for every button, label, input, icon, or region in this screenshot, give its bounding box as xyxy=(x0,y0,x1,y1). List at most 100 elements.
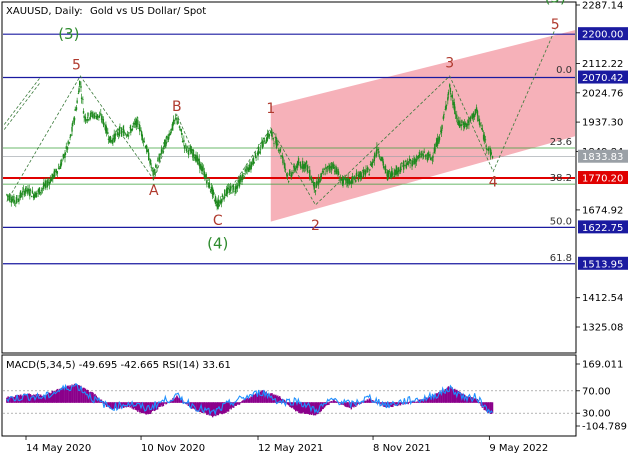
candle-body xyxy=(332,164,335,169)
candle-body xyxy=(300,164,302,169)
candle-body xyxy=(400,169,402,171)
candle-body xyxy=(246,166,248,170)
candle-body xyxy=(152,170,154,176)
macd-bar xyxy=(61,387,63,403)
candle-body xyxy=(148,152,150,161)
candle-body xyxy=(473,114,476,117)
candle-body xyxy=(13,195,15,204)
fib-label: 38.2 xyxy=(550,173,572,184)
time-tick-label: 9 May 2022 xyxy=(489,443,548,454)
candle-body xyxy=(268,134,271,136)
macd-bar xyxy=(85,390,87,403)
candle-body xyxy=(265,141,268,144)
candle-body xyxy=(146,146,148,153)
candle-body xyxy=(466,123,469,126)
macd-bar xyxy=(7,396,9,403)
candle-body xyxy=(310,177,313,181)
candle-body xyxy=(153,169,156,172)
candle-body xyxy=(94,112,96,114)
candle-body xyxy=(85,119,87,122)
candle-body xyxy=(484,139,487,141)
candle-body xyxy=(47,181,50,183)
macd-bar xyxy=(92,392,94,403)
candle-body xyxy=(100,113,102,115)
candle-body xyxy=(293,165,295,167)
candle-body xyxy=(204,174,206,179)
candle-body xyxy=(217,199,220,206)
macd-bar xyxy=(125,402,128,408)
candle-body xyxy=(476,109,478,114)
candle-body xyxy=(165,136,168,138)
candle-body xyxy=(284,169,287,171)
candle-body xyxy=(141,134,144,141)
candle-body xyxy=(382,161,384,166)
candle-body xyxy=(333,170,336,172)
candle-body xyxy=(18,198,20,202)
candle-body xyxy=(398,169,400,171)
candle-body xyxy=(474,109,476,115)
candle-body xyxy=(102,118,105,125)
macd-bar xyxy=(148,402,150,414)
candle-body xyxy=(351,176,354,179)
macd-bar xyxy=(318,402,320,413)
candle-body xyxy=(40,189,43,191)
macd-bar xyxy=(174,397,177,403)
macd-bar xyxy=(432,394,434,403)
fibonacci-group: 0.0 23.6 38.2 50.0 61.8 xyxy=(3,65,575,264)
candle-body xyxy=(45,180,47,185)
candle-body xyxy=(181,133,183,136)
candle-body xyxy=(339,177,342,180)
fib-label: 50.0 xyxy=(550,216,572,227)
candle-body xyxy=(154,171,156,175)
candle-body xyxy=(408,158,411,162)
macd-bar xyxy=(40,395,43,403)
candle-body xyxy=(131,128,133,131)
candle-body xyxy=(198,158,200,164)
macd-bar xyxy=(399,402,402,406)
candle-body xyxy=(451,94,453,98)
macd-bar xyxy=(284,402,287,404)
candle-body xyxy=(396,170,399,175)
candle-body xyxy=(82,111,85,114)
candle-body xyxy=(52,174,54,180)
candle-body xyxy=(333,164,335,167)
candle-body xyxy=(237,179,239,183)
candle-body xyxy=(216,201,218,207)
candle-body xyxy=(360,175,363,178)
candle-body xyxy=(66,146,69,150)
candle-body xyxy=(316,180,318,185)
candle-body xyxy=(69,137,71,138)
candle-body xyxy=(147,150,149,152)
wave-label: 5 xyxy=(72,57,81,73)
candle-body xyxy=(25,186,27,193)
candle-body xyxy=(255,156,257,159)
candle-body xyxy=(172,119,175,125)
macd-bar xyxy=(447,386,450,403)
candle-body xyxy=(429,157,432,160)
macd-bar xyxy=(468,396,470,403)
candle-body xyxy=(376,146,378,154)
candle-body xyxy=(28,189,30,195)
candle-body xyxy=(368,174,370,176)
candle-body xyxy=(295,165,298,169)
candle-body xyxy=(309,169,311,179)
candle-body xyxy=(110,140,112,144)
candle-body xyxy=(207,177,209,179)
macd-bar xyxy=(172,397,175,403)
macd-bar xyxy=(119,402,121,407)
candle-body xyxy=(181,141,184,143)
macd-bar xyxy=(347,402,349,408)
price-badge-label: 1770.20 xyxy=(582,174,623,185)
candle-body xyxy=(460,124,462,127)
candle-body xyxy=(405,163,407,169)
candle-body xyxy=(149,159,152,165)
macd-bar xyxy=(195,402,197,412)
price-pane xyxy=(1,1,577,354)
wave-path-group xyxy=(3,28,556,210)
macd-bar xyxy=(257,392,260,403)
candle-body xyxy=(22,188,25,190)
candle-body xyxy=(114,133,117,136)
candle-body xyxy=(355,173,358,177)
candle-body xyxy=(323,169,326,170)
